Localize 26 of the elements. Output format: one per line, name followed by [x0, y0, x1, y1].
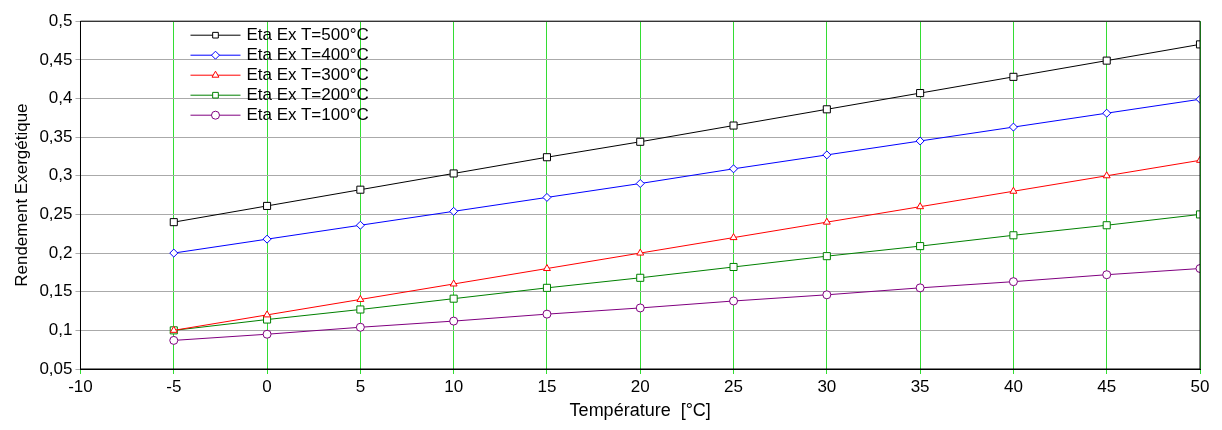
x-tick-label: -5 — [166, 376, 182, 396]
x-axis-title: Température [°C] — [569, 400, 711, 421]
x-tick-label: 30 — [817, 376, 837, 396]
x-tick-label: 35 — [910, 376, 930, 396]
x-tick-label: -10 — [68, 376, 93, 396]
x-tick-label: 5 — [355, 376, 366, 396]
y-tick-label: 0,5 — [48, 10, 73, 30]
y-tick-label: 0,25 — [39, 204, 73, 224]
y-axis-title: Rendement Exergétique — [11, 103, 31, 287]
legend-label: Eta Ex T=200°C — [246, 84, 369, 104]
x-tick-label: 25 — [724, 376, 743, 396]
x-tick-label: 0 — [262, 376, 272, 396]
y-tick-label: 0,4 — [48, 88, 73, 108]
x-tick-label: 45 — [1097, 376, 1117, 396]
y-tick-label: 0,1 — [48, 320, 73, 340]
x-tick-label: 10 — [444, 376, 464, 396]
y-tick-label: 0,35 — [39, 126, 73, 146]
x-tick-label: 40 — [1003, 376, 1023, 396]
y-tick-label: 0,45 — [39, 49, 73, 69]
y-tick-label: 0,05 — [39, 358, 73, 378]
x-tick-label: 20 — [630, 376, 650, 396]
y-tick-label: 0,2 — [48, 242, 73, 262]
x-tick-label: 15 — [537, 376, 557, 396]
y-tick-label: 0,15 — [39, 281, 73, 301]
x-tick-label: 50 — [1190, 376, 1210, 396]
y-tick-label: 0,3 — [48, 165, 73, 185]
